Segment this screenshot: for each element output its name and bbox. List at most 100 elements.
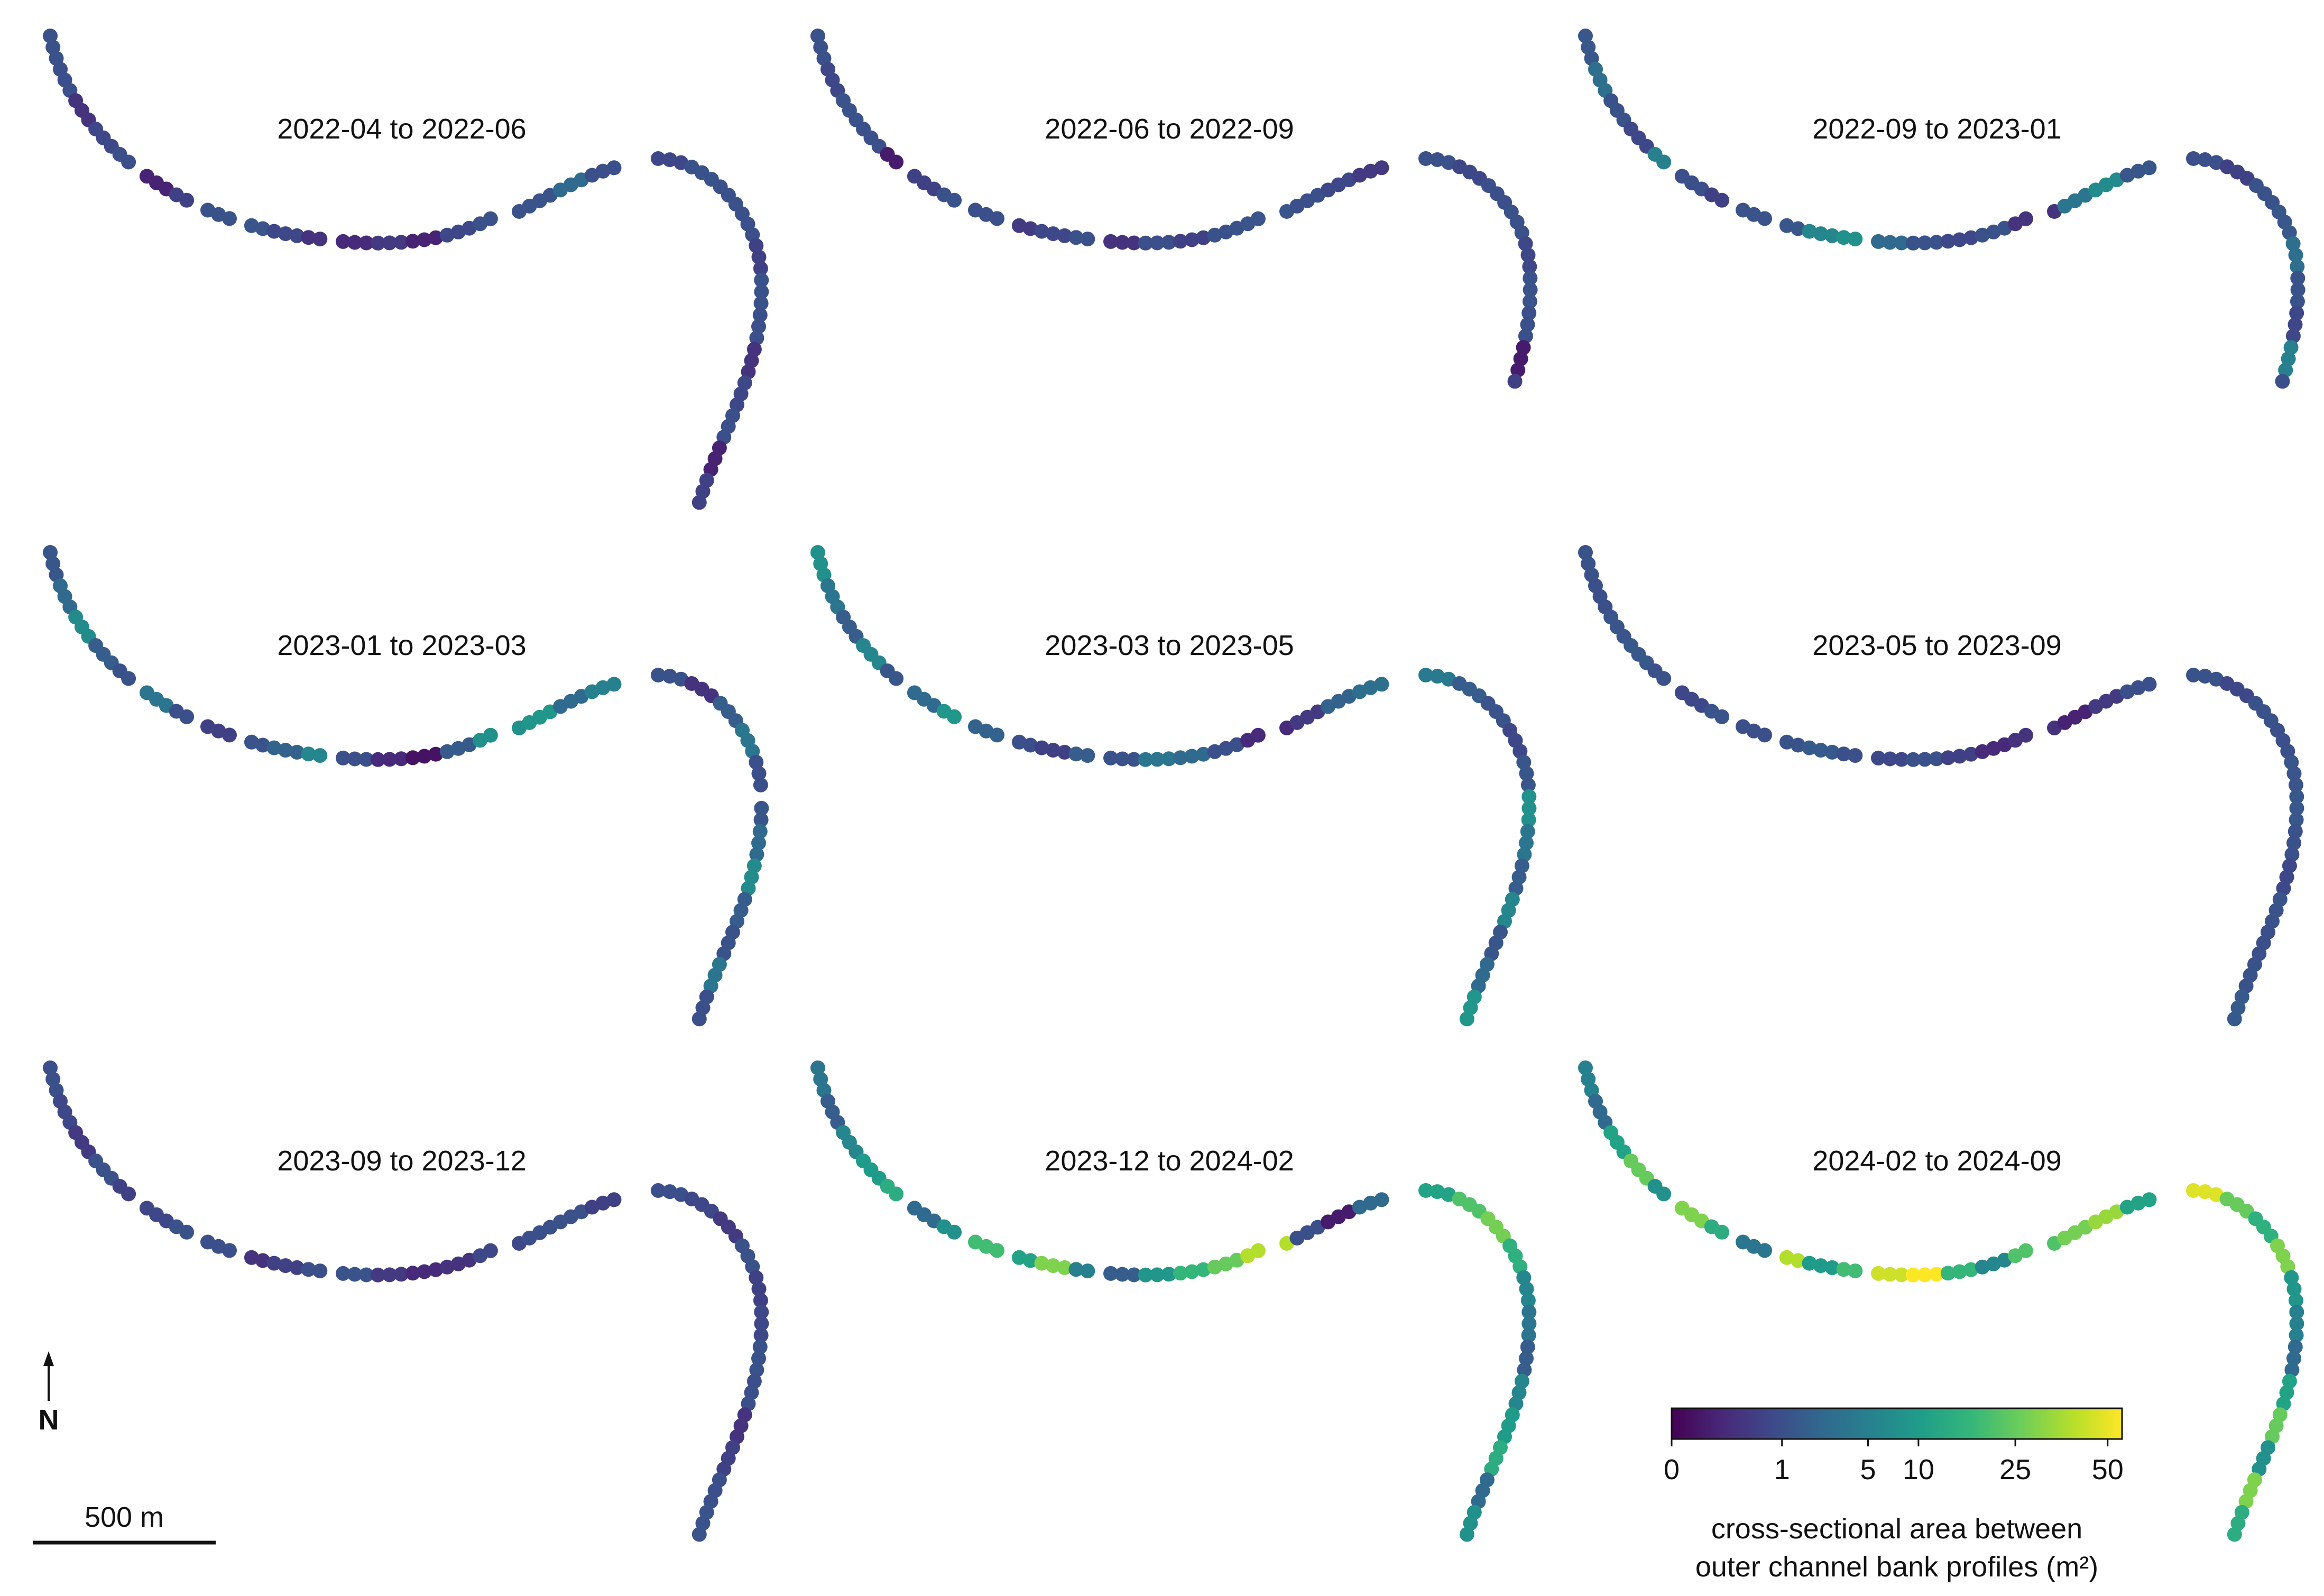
transect-point: [1523, 282, 1538, 298]
transect-point: [651, 668, 666, 682]
transect-point: [1836, 1262, 1851, 1277]
transect-point: [1507, 374, 1523, 389]
transect-point: [417, 749, 432, 764]
transect-point: [1714, 192, 1730, 208]
transect-point: [1126, 1267, 1141, 1283]
channel-reach-east: [2186, 668, 2304, 1027]
transect-point: [405, 234, 420, 249]
transect-point: [1011, 1250, 1027, 1265]
transect-point: [1103, 750, 1118, 765]
transect-point: [2290, 271, 2305, 286]
transect-point: [1779, 1250, 1794, 1265]
transect-point: [1894, 1267, 1909, 1283]
channel-reach-middle: [1279, 677, 1389, 735]
transect-point: [1848, 748, 1863, 763]
transect-point: [1871, 750, 1886, 765]
transect-point: [751, 766, 767, 781]
north-label: N: [39, 1404, 59, 1436]
transect-point: [1520, 1339, 1535, 1354]
panel-title: 2022-09 to 2023-01: [1812, 113, 2061, 145]
transect-point: [1103, 1266, 1118, 1281]
transect-point: [1917, 1267, 1932, 1283]
transect-point: [2142, 677, 2157, 692]
transect-point: [336, 234, 351, 249]
transect-point: [810, 29, 825, 43]
transect-point: [1824, 744, 1840, 760]
channel-reach-middle: [512, 160, 622, 219]
transect-point: [1813, 743, 1829, 758]
transect-point: [662, 152, 677, 168]
transect-point: [751, 1281, 767, 1297]
transect-point: [2131, 680, 2146, 695]
colorbar-ticks: 0 1 5 10 25 50: [1664, 1439, 2124, 1486]
transect-point: [1779, 734, 1794, 750]
channel-reach-middle: [1279, 160, 1389, 219]
transect-point: [1517, 847, 1532, 862]
transect-point: [2018, 1243, 2033, 1258]
transect-point: [662, 669, 677, 684]
transect-point: [1514, 858, 1529, 873]
transect-point: [1975, 1259, 1990, 1275]
scale-bar: 500 m: [33, 1501, 216, 1545]
transect-point: [753, 1293, 768, 1308]
transect-point: [651, 1183, 666, 1198]
transect-point: [2282, 858, 2297, 873]
transect-point: [1459, 1011, 1474, 1027]
transect-point: [1963, 746, 1979, 762]
transect-point: [2278, 363, 2293, 377]
panel-title: 2023-01 to 2023-03: [277, 630, 526, 661]
transect-point: [1196, 746, 1211, 762]
transect-point: [1418, 151, 1433, 166]
transect-point: [651, 151, 666, 166]
transect-point: [43, 1060, 58, 1075]
transect-point: [1656, 671, 1672, 686]
transect-point: [1952, 1264, 1967, 1279]
transect-point: [255, 1253, 271, 1268]
transect-point: [2279, 870, 2294, 885]
transect-point: [1518, 236, 1533, 251]
transect-point: [1161, 235, 1176, 250]
transect-point: [1184, 232, 1200, 247]
transect-point: [749, 754, 764, 770]
transect-point: [1103, 234, 1118, 249]
transect-point: [2289, 800, 2304, 816]
transect-point: [1905, 235, 1921, 251]
transect-point: [43, 29, 58, 43]
transect-point: [1138, 235, 1153, 251]
transect-point: [370, 1267, 385, 1283]
transect-point: [749, 1270, 764, 1285]
transect-point: [483, 727, 498, 743]
transect-point: [1196, 1262, 1211, 1277]
colorbar-tick-label: 5: [1860, 1454, 1876, 1486]
transect-point: [1463, 1000, 1478, 1016]
transect-point: [810, 1060, 825, 1075]
transect-point: [754, 284, 769, 299]
transect-point: [2131, 163, 2146, 179]
transect-point: [222, 727, 237, 743]
transect-point: [744, 1385, 759, 1400]
transect-point: [2288, 777, 2303, 792]
transect-point: [483, 211, 498, 226]
transect-point: [1363, 1195, 1378, 1211]
transect-point: [2186, 668, 2201, 682]
transect-point: [695, 1516, 711, 1531]
transect-point: [312, 232, 328, 247]
transect-point: [749, 238, 764, 253]
transect-point: [751, 835, 766, 851]
transect-point: [417, 232, 432, 247]
transect-point: [1520, 824, 1535, 839]
transect-point: [1011, 734, 1027, 750]
transect-point: [1516, 340, 1531, 355]
transect-point: [382, 752, 397, 767]
transect-point: [1791, 221, 1806, 236]
transect-point: [1161, 1267, 1176, 1282]
transect-point: [347, 235, 362, 250]
transect-point: [1207, 1259, 1222, 1275]
transect-point: [2283, 340, 2299, 355]
transect-point: [1894, 235, 1909, 251]
transect-point: [358, 235, 374, 251]
colorbar-label-line2: outer channel bank profiles (m²): [1695, 1551, 2098, 1583]
transect-point: [1521, 1316, 1537, 1331]
transect-point: [1126, 752, 1141, 767]
transect-point: [1952, 232, 1967, 247]
